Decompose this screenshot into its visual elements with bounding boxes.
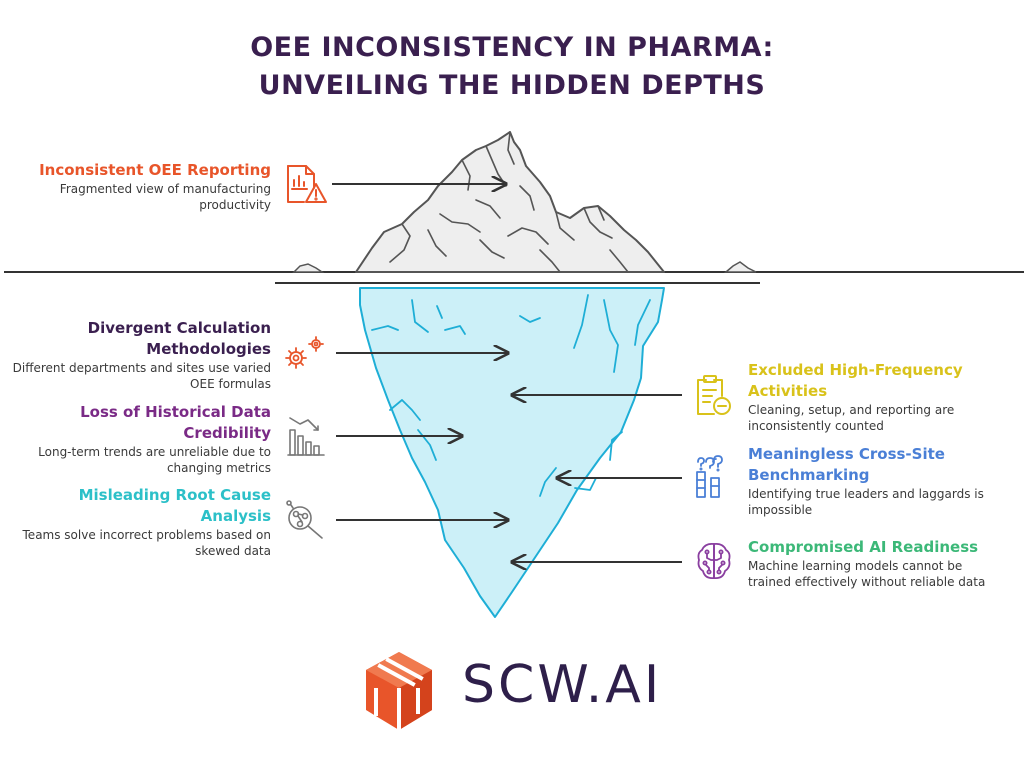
iceberg-tip — [355, 131, 665, 273]
item-heading: Meaningless Cross-Site Benchmarking — [748, 445, 945, 484]
item-inconsistent-reporting: Inconsistent OEE Reporting Fragmented vi… — [6, 160, 271, 213]
item-historical-credibility: Loss of Historical Data Credibility Long… — [6, 402, 271, 476]
item-divergent-calculation: Divergent Calculation Methodologies Diff… — [6, 318, 271, 392]
item-description: Cleaning, setup, and reporting are incon… — [748, 403, 955, 433]
item-description: Teams solve incorrect problems based on … — [22, 528, 271, 558]
item-ai-readiness: Compromised AI Readiness Machine learnin… — [748, 537, 1008, 590]
small-ice-left — [292, 263, 325, 273]
item-benchmarking: Meaningless Cross-Site Benchmarking Iden… — [748, 444, 1008, 518]
item-description: Long-term trends are unreliable due to c… — [38, 445, 271, 475]
chart-warning-document-icon — [287, 165, 327, 203]
item-description: Different departments and sites use vari… — [12, 361, 271, 391]
logo-wordmark: SCW.AI — [462, 655, 663, 715]
item-description: Machine learning models cannot be traine… — [748, 559, 986, 589]
item-heading: Excluded High-Frequency Activities — [748, 361, 963, 400]
brain-circuit-icon — [697, 542, 731, 580]
item-heading: Compromised AI Readiness — [748, 538, 979, 556]
scw-logo-mark — [366, 652, 432, 730]
small-ice-right — [723, 261, 757, 273]
title-line-2: UNVEILING THE HIDDEN DEPTHS — [258, 70, 766, 101]
item-root-cause: Misleading Root Cause Analysis Teams sol… — [6, 485, 271, 559]
declining-bar-chart-icon — [287, 417, 325, 456]
magnifier-network-icon — [286, 500, 323, 539]
item-description: Fragmented view of manufacturing product… — [59, 182, 271, 212]
item-heading: Divergent Calculation Methodologies — [87, 319, 271, 358]
item-heading: Inconsistent OEE Reporting — [39, 161, 271, 179]
bars-question-icon — [696, 455, 723, 498]
item-heading: Loss of Historical Data Credibility — [80, 403, 271, 442]
underwater-iceberg — [359, 287, 665, 618]
item-heading: Misleading Root Cause Analysis — [78, 486, 271, 525]
item-description: Identifying true leaders and laggards is… — [748, 487, 984, 517]
gears-icon — [285, 336, 324, 369]
clipboard-minus-icon — [697, 375, 731, 415]
title-line-1: OEE INCONSISTENCY IN PHARMA: — [250, 32, 774, 63]
item-excluded-activities: Excluded High-Frequency Activities Clean… — [748, 360, 1008, 434]
